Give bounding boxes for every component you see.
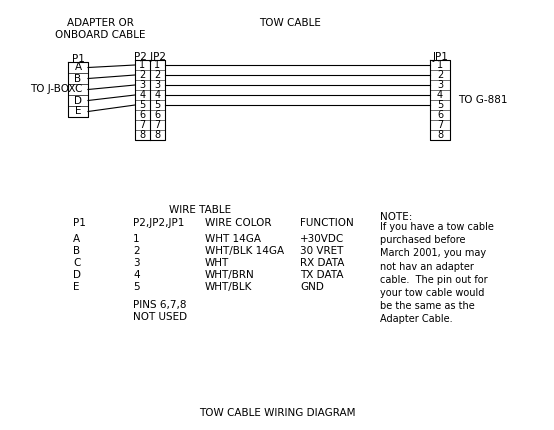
Text: WHT/BLK: WHT/BLK [205, 282, 253, 292]
Text: WHT/BLK 14GA: WHT/BLK 14GA [205, 246, 284, 256]
Text: P1: P1 [73, 218, 86, 228]
Text: 4: 4 [437, 90, 443, 100]
Text: 2: 2 [133, 246, 140, 256]
Text: 3: 3 [437, 80, 443, 90]
Text: 7: 7 [437, 120, 443, 130]
Text: 1: 1 [133, 234, 140, 244]
Text: A: A [73, 234, 80, 244]
Text: D: D [74, 95, 82, 105]
Text: 6: 6 [140, 110, 146, 120]
Text: 3: 3 [133, 258, 140, 268]
Text: RX DATA: RX DATA [300, 258, 345, 268]
Text: JP1: JP1 [432, 52, 448, 62]
Text: 8: 8 [140, 130, 146, 140]
Text: 5: 5 [437, 100, 443, 110]
Text: 30 VRET: 30 VRET [300, 246, 343, 256]
Text: 2: 2 [155, 70, 161, 80]
Text: A: A [74, 62, 81, 73]
Text: 3: 3 [155, 80, 161, 90]
Text: WHT 14GA: WHT 14GA [205, 234, 261, 244]
Text: If you have a tow cable
purchased before
March 2001, you may
not hav an adapter
: If you have a tow cable purchased before… [380, 222, 494, 324]
Text: WHT/BRN: WHT/BRN [205, 270, 255, 280]
Text: 4: 4 [133, 270, 140, 280]
Text: 5: 5 [155, 100, 161, 110]
Text: FUNCTION: FUNCTION [300, 218, 354, 228]
Text: 8: 8 [155, 130, 161, 140]
Text: B: B [73, 246, 80, 256]
Text: 7: 7 [140, 120, 146, 130]
Text: 6: 6 [155, 110, 161, 120]
Text: WIRE COLOR: WIRE COLOR [205, 218, 271, 228]
Text: 3: 3 [140, 80, 146, 90]
Text: WIRE TABLE: WIRE TABLE [169, 205, 231, 215]
Text: C: C [73, 258, 80, 268]
Text: 7: 7 [155, 120, 161, 130]
Text: TX DATA: TX DATA [300, 270, 343, 280]
Text: ADAPTER OR
ONBOARD CABLE: ADAPTER OR ONBOARD CABLE [55, 18, 145, 40]
Text: C: C [74, 85, 81, 95]
Text: 4: 4 [140, 90, 146, 100]
Text: NOTE:: NOTE: [380, 212, 412, 222]
Text: TOW CABLE WIRING DIAGRAM: TOW CABLE WIRING DIAGRAM [199, 408, 355, 418]
Text: 2: 2 [140, 70, 146, 80]
Text: D: D [73, 270, 81, 280]
Text: TO G-881: TO G-881 [458, 95, 507, 105]
Text: +30VDC: +30VDC [300, 234, 344, 244]
Text: 6: 6 [437, 110, 443, 120]
Text: GND: GND [300, 282, 324, 292]
Text: 1: 1 [140, 60, 146, 70]
Text: 5: 5 [140, 100, 146, 110]
Text: 1: 1 [155, 60, 161, 70]
Text: 5: 5 [133, 282, 140, 292]
Text: 8: 8 [437, 130, 443, 140]
Text: P1: P1 [71, 54, 84, 64]
Text: TO J-BOX: TO J-BOX [30, 85, 75, 95]
Text: 2: 2 [437, 70, 443, 80]
Text: PINS 6,7,8
NOT USED: PINS 6,7,8 NOT USED [133, 300, 187, 322]
Text: 4: 4 [155, 90, 161, 100]
Text: TOW CABLE: TOW CABLE [259, 18, 321, 28]
Text: E: E [73, 282, 80, 292]
Text: P2,JP2,JP1: P2,JP2,JP1 [133, 218, 184, 228]
Text: E: E [75, 107, 81, 117]
Text: P2 JP2: P2 JP2 [134, 52, 166, 62]
Text: WHT: WHT [205, 258, 229, 268]
Text: B: B [74, 74, 81, 83]
Text: 1: 1 [437, 60, 443, 70]
